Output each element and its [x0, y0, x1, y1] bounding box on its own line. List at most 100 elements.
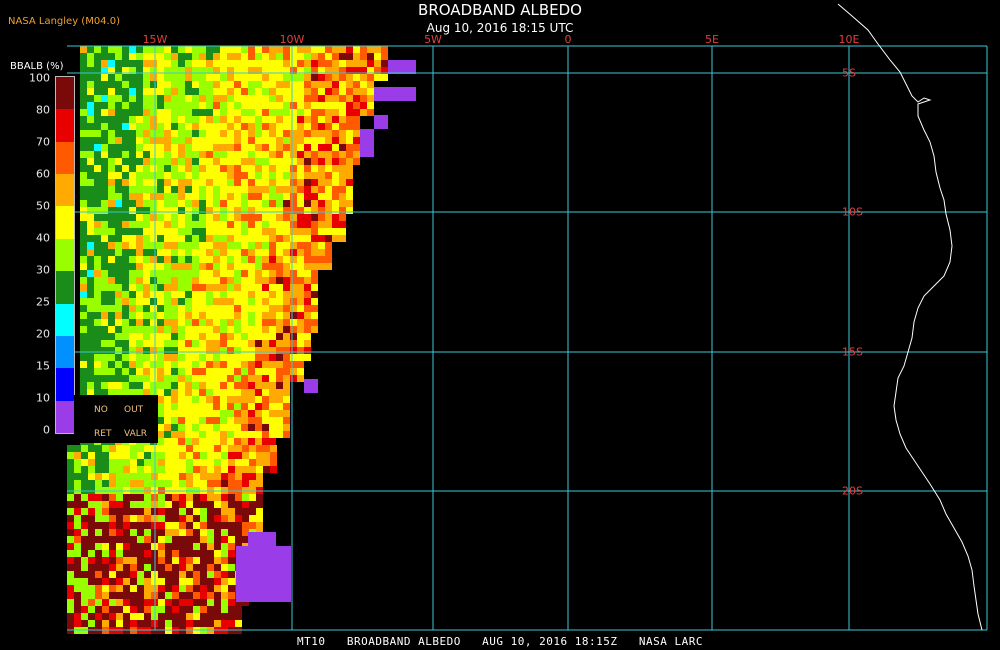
albedo-cell [311, 207, 318, 214]
albedo-cell [206, 354, 213, 361]
albedo-cell [87, 340, 94, 347]
albedo-cell [179, 592, 186, 599]
albedo-cell [130, 613, 137, 620]
albedo-cell [143, 312, 150, 319]
albedo-cell [220, 137, 227, 144]
albedo-cell [143, 389, 150, 396]
albedo-cell [248, 368, 255, 375]
albedo-cell [185, 123, 192, 130]
albedo-cell [136, 165, 143, 172]
albedo-cell [262, 417, 269, 424]
albedo-cell [283, 74, 290, 81]
albedo-cell [115, 179, 122, 186]
albedo-cell [101, 81, 108, 88]
legend-tick: 20 [36, 327, 50, 341]
albedo-cell [200, 585, 207, 592]
albedo-cell [255, 256, 262, 263]
albedo-cell [144, 522, 151, 529]
albedo-cell [115, 53, 122, 60]
albedo-cell [304, 298, 311, 305]
albedo-cell [164, 60, 171, 67]
albedo-cell [353, 137, 360, 144]
albedo-cell [206, 263, 213, 270]
albedo-cell [228, 606, 235, 613]
albedo-cell [67, 543, 74, 550]
albedo-cell [129, 277, 136, 284]
albedo-cell [136, 207, 143, 214]
albedo-cell [67, 501, 74, 508]
albedo-cell [88, 536, 95, 543]
albedo-cell [269, 270, 276, 277]
albedo-cell [269, 102, 276, 109]
albedo-cell [186, 494, 193, 501]
albedo-cell [220, 95, 227, 102]
albedo-cell [95, 529, 102, 536]
albedo-cell [122, 284, 129, 291]
albedo-cell [276, 361, 283, 368]
albedo-cell [129, 333, 136, 340]
albedo-cell [122, 305, 129, 312]
albedo-cell [276, 144, 283, 151]
albedo-cell [227, 382, 234, 389]
albedo-cell [129, 382, 136, 389]
albedo-cell [290, 116, 297, 123]
albedo-cell [269, 165, 276, 172]
albedo-cell [67, 606, 74, 613]
albedo-cell [94, 340, 101, 347]
albedo-cell [108, 221, 115, 228]
albedo-cell [171, 53, 178, 60]
albedo-cell [221, 543, 228, 550]
albedo-cell [109, 543, 116, 550]
albedo-cell [283, 347, 290, 354]
albedo-cell [276, 389, 283, 396]
albedo-cell [178, 81, 185, 88]
albedo-cell [248, 312, 255, 319]
albedo-cell [304, 326, 311, 333]
albedo-cell [367, 60, 374, 67]
legend-swatch [56, 303, 74, 337]
albedo-cell [248, 207, 255, 214]
albedo-cell [214, 459, 221, 466]
albedo-cell [248, 200, 255, 207]
albedo-cell [130, 599, 137, 606]
albedo-cell [297, 340, 304, 347]
albedo-cell [192, 242, 199, 249]
albedo-cell [94, 130, 101, 137]
albedo-cell [241, 221, 248, 228]
albedo-cell [94, 123, 101, 130]
albedo-cell [304, 277, 311, 284]
albedo-cell [311, 200, 318, 207]
albedo-cell [87, 228, 94, 235]
albedo-cell [304, 123, 311, 130]
albedo-cell [199, 151, 206, 158]
albedo-cell [157, 186, 164, 193]
albedo-cell [164, 74, 171, 81]
albedo-cell [87, 277, 94, 284]
albedo-cell [199, 109, 206, 116]
lon-label-15w: 15W [142, 33, 168, 46]
albedo-cell [242, 508, 249, 515]
albedo-cell [95, 466, 102, 473]
albedo-cell [109, 452, 116, 459]
albedo-cell [115, 172, 122, 179]
albedo-cell [136, 333, 143, 340]
albedo-cell [185, 137, 192, 144]
albedo-cell [129, 347, 136, 354]
albedo-cell [297, 67, 304, 74]
albedo-cell [297, 242, 304, 249]
albedo-cell [242, 459, 249, 466]
albedo-cell [185, 249, 192, 256]
albedo-cell [116, 606, 123, 613]
albedo-cell [157, 102, 164, 109]
albedo-cell [192, 207, 199, 214]
albedo-cell [186, 466, 193, 473]
albedo-cell [325, 144, 332, 151]
albedo-cell [297, 298, 304, 305]
albedo-cell [87, 298, 94, 305]
albedo-cell [102, 564, 109, 571]
albedo-cell [178, 340, 185, 347]
albedo-cell [165, 529, 172, 536]
albedo-cell [207, 564, 214, 571]
albedo-cell [290, 151, 297, 158]
albedo-cell [276, 53, 283, 60]
